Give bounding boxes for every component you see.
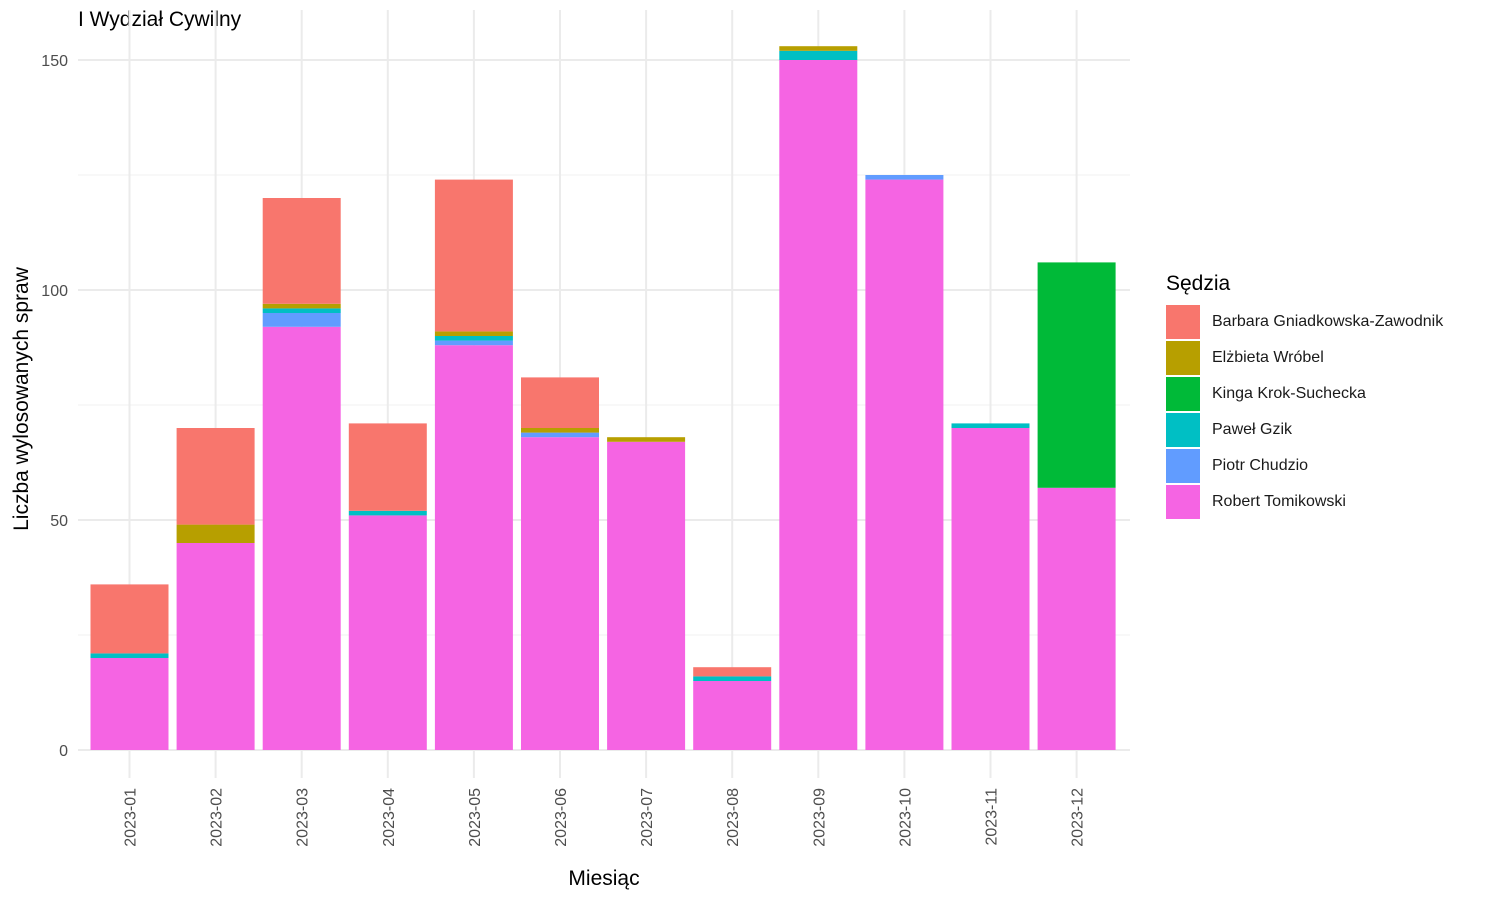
- x-tick-label: 2023-02: [209, 788, 226, 847]
- legend-key-swatch: [1166, 485, 1200, 519]
- legend-key-swatch: [1166, 413, 1200, 447]
- x-tick-label: 2023-08: [725, 788, 742, 847]
- bars: [90, 46, 1116, 751]
- legend-item: Piotr Chudzio: [1166, 448, 1443, 484]
- x-tick-label: 2023-10: [897, 788, 914, 847]
- y-tick-label: 0: [59, 743, 68, 760]
- legend-item: Robert Tomikowski: [1166, 484, 1443, 520]
- chart-subtitle: I Wydział Cywilny: [78, 8, 242, 31]
- bar-segment: [607, 437, 686, 442]
- legend-key-swatch: [1166, 305, 1200, 339]
- bar-segment: [865, 179, 944, 751]
- bar-segment: [176, 428, 255, 525]
- legend-label: Paweł Gzik: [1212, 421, 1293, 438]
- legend-key-swatch: [1166, 377, 1200, 411]
- bar-segment: [1037, 262, 1116, 488]
- x-tick-label: 2023-12: [1070, 788, 1087, 847]
- legend-key-swatch: [1166, 341, 1200, 375]
- bar-segment: [607, 441, 686, 750]
- legend-label: Barbara Gniadkowska-Zawodnik: [1212, 313, 1444, 330]
- x-axis-ticks: 2023-01 2023-02 2023-03 2023-04 2023-05 2023-…: [123, 788, 1087, 847]
- bar-segment: [693, 676, 772, 681]
- x-tick-label: 2023-01: [123, 788, 140, 847]
- bar-segment: [951, 423, 1030, 428]
- bar-segment: [779, 46, 858, 51]
- x-tick-label: 2023-03: [295, 788, 312, 847]
- x-tick-label: 2023-11: [984, 788, 1001, 846]
- legend-label: Robert Tomikowski: [1212, 493, 1346, 510]
- x-tick-label: 2023-04: [381, 788, 398, 847]
- legend: Sędzia Barbara Gniadkowska-Zawodnik Elżbi…: [1166, 272, 1443, 520]
- bar-segment: [348, 510, 427, 516]
- bar-segment: [779, 60, 858, 750]
- bar-segment: [693, 681, 772, 750]
- bar-segment: [434, 331, 513, 336]
- legend-items: Barbara Gniadkowska-Zawodnik Elżbieta Wró…: [1166, 304, 1443, 520]
- bar-segment: [348, 423, 427, 511]
- bar-segment: [434, 336, 513, 341]
- y-axis-label: Liczba wylosowanych spraw: [10, 266, 33, 531]
- bar-segment: [262, 308, 341, 313]
- legend-item: Elżbieta Wróbel: [1166, 340, 1443, 376]
- bar-segment: [90, 584, 169, 654]
- bar-segment: [262, 326, 341, 750]
- bar-segment: [1037, 487, 1116, 750]
- bar-segment: [90, 658, 169, 750]
- y-tick-label: 100: [41, 283, 68, 300]
- x-tick-label: 2023-05: [467, 788, 484, 847]
- bar-segment: [434, 345, 513, 750]
- bar-segment: [176, 524, 255, 543]
- legend-label: Elżbieta Wróbel: [1212, 349, 1324, 366]
- legend-item: Paweł Gzik: [1166, 412, 1443, 448]
- legend-key-swatch: [1166, 449, 1200, 483]
- bar-segment: [521, 428, 599, 433]
- bar-segment: [262, 313, 341, 327]
- bar-segment: [434, 340, 513, 346]
- x-tick-label: 2023-06: [553, 788, 570, 847]
- bar-segment: [521, 437, 599, 750]
- bar-segment: [779, 50, 858, 60]
- y-tick-label: 150: [41, 53, 68, 70]
- bar-segment: [262, 198, 341, 304]
- bar-segment: [521, 377, 599, 428]
- legend-item: Kinga Krok-Suchecka: [1166, 376, 1443, 412]
- y-tick-label: 50: [50, 513, 68, 530]
- bar-segment: [521, 432, 599, 438]
- bar-segment: [865, 175, 944, 180]
- legend-label: Kinga Krok-Suchecka: [1212, 385, 1366, 402]
- x-tick-label: 2023-07: [639, 788, 656, 847]
- legend-label: Piotr Chudzio: [1212, 457, 1309, 474]
- bar-segment: [434, 179, 513, 332]
- legend-item: Barbara Gniadkowska-Zawodnik: [1166, 304, 1443, 340]
- x-axis-label: Miesiąc: [568, 867, 639, 890]
- x-tick-label: 2023-09: [811, 788, 828, 847]
- bar-segment: [262, 303, 341, 309]
- bar-segment: [348, 515, 427, 750]
- bar-segment: [693, 667, 772, 677]
- legend-title: Sędzia: [1166, 272, 1231, 295]
- y-axis-ticks: 0 50 100 150: [41, 53, 68, 760]
- bar-segment: [90, 653, 169, 658]
- bar-segment: [951, 428, 1030, 750]
- bar-segment: [176, 543, 255, 750]
